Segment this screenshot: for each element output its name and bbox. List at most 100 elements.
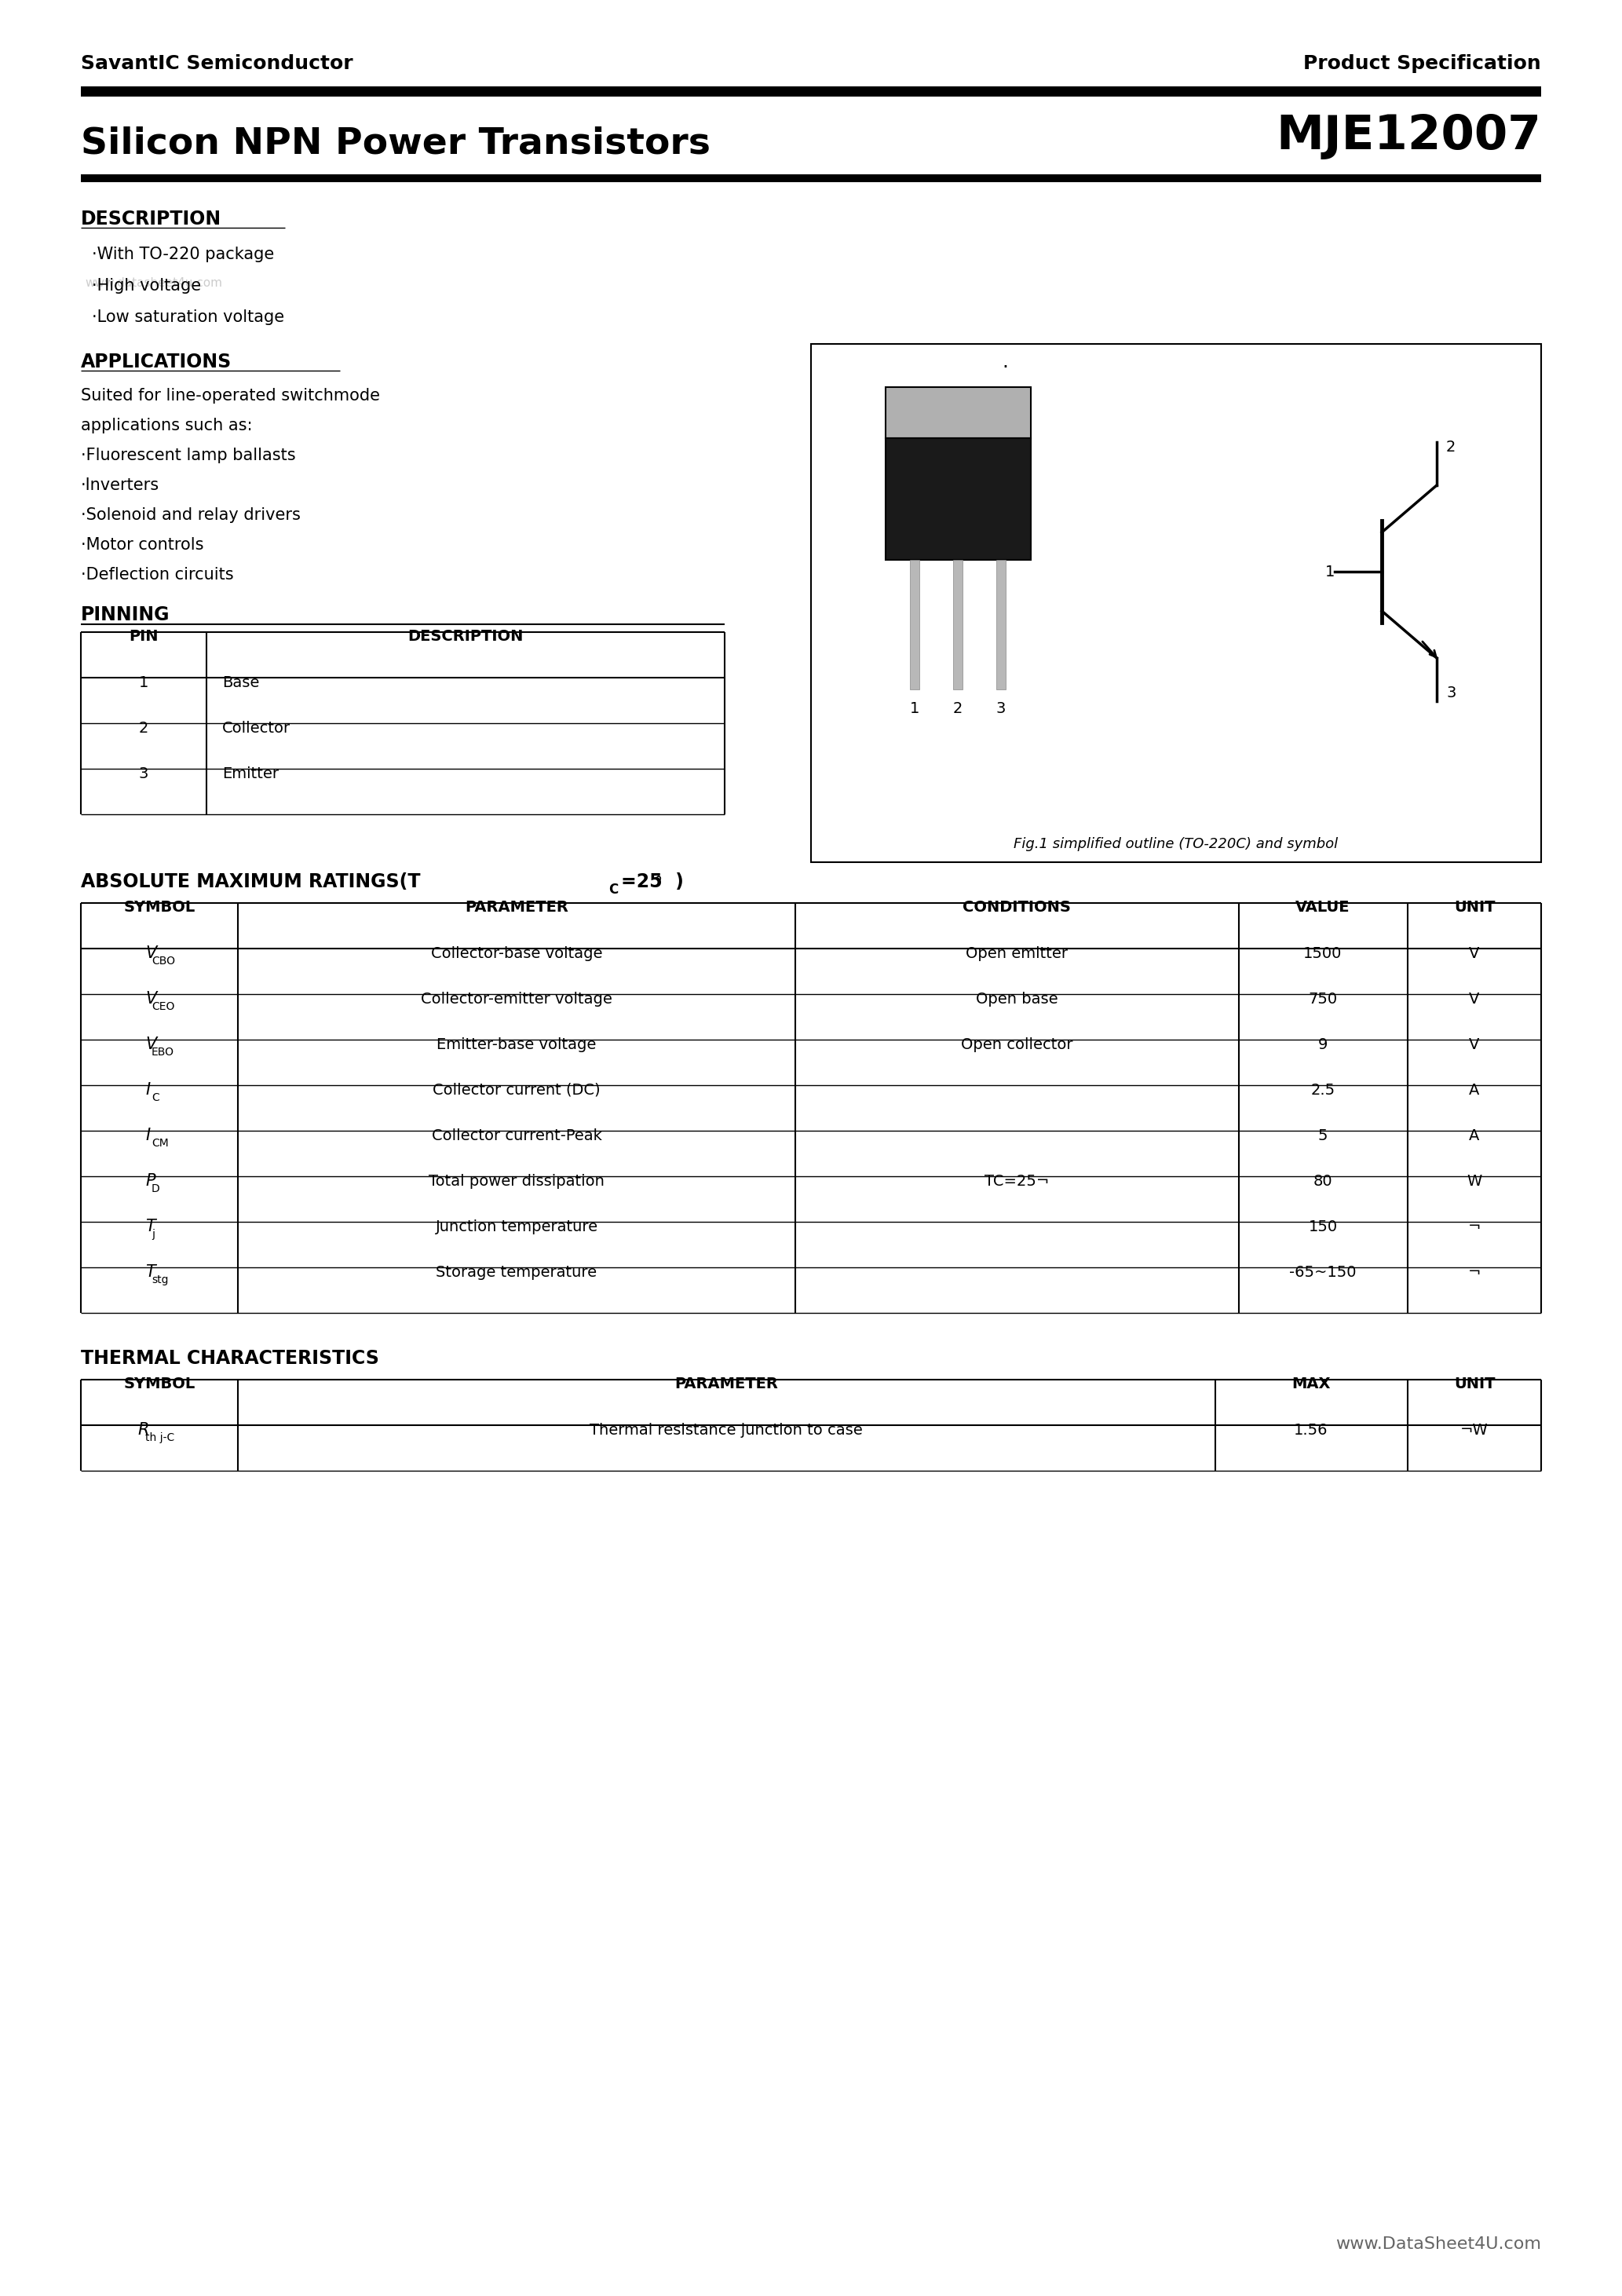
Text: Open collector: Open collector	[960, 1038, 1072, 1052]
Text: UNIT: UNIT	[1453, 1378, 1495, 1391]
Text: ·Fluorescent lamp ballasts: ·Fluorescent lamp ballasts	[81, 448, 295, 464]
Text: ABSOLUTE MAXIMUM RATINGS(T: ABSOLUTE MAXIMUM RATINGS(T	[81, 872, 420, 891]
Text: 3: 3	[996, 700, 1006, 716]
Text: 1: 1	[1325, 565, 1335, 579]
Text: Collector current (DC): Collector current (DC)	[433, 1084, 600, 1097]
Text: 5: 5	[1319, 1127, 1328, 1143]
Text: EBO: EBO	[151, 1047, 174, 1058]
Text: C: C	[608, 882, 618, 898]
Text: PARAMETER: PARAMETER	[675, 1378, 779, 1391]
Text: ·With TO-220 package: ·With TO-220 package	[92, 246, 274, 262]
Text: 150: 150	[1309, 1219, 1338, 1235]
Bar	[996, 560, 1006, 689]
Text: Emitter: Emitter	[222, 767, 279, 781]
Text: SYMBOL: SYMBOL	[123, 1378, 195, 1391]
Text: CBO: CBO	[151, 955, 175, 967]
Text: 80: 80	[1314, 1173, 1333, 1189]
Text: 2: 2	[139, 721, 149, 735]
Text: Fig.1 simplified outline (TO-220C) and symbol: Fig.1 simplified outline (TO-220C) and s…	[1014, 838, 1338, 852]
Bar	[910, 560, 920, 689]
Text: DESCRIPTION: DESCRIPTION	[81, 209, 222, 230]
Text: ·Low saturation voltage: ·Low saturation voltage	[92, 310, 284, 326]
Text: TC=25¬: TC=25¬	[985, 1173, 1049, 1189]
Text: CONDITIONS: CONDITIONS	[962, 900, 1071, 914]
Text: PINNING: PINNING	[81, 606, 170, 625]
Text: T: T	[146, 1265, 156, 1279]
Text: ·Inverters: ·Inverters	[81, 478, 159, 494]
Text: Junction temperature: Junction temperature	[435, 1219, 599, 1235]
Text: Suited for line-operated switchmode: Suited for line-operated switchmode	[81, 388, 380, 404]
Text: Silicon NPN Power Transistors: Silicon NPN Power Transistors	[81, 126, 710, 161]
Text: stg: stg	[151, 1274, 169, 1286]
Text: Collector current-Peak: Collector current-Peak	[431, 1127, 602, 1143]
Text: CEO: CEO	[151, 1001, 175, 1013]
Bar	[886, 388, 1032, 439]
Text: Thermal resistance junction to case: Thermal resistance junction to case	[590, 1424, 863, 1437]
Text: ·Motor controls: ·Motor controls	[81, 537, 204, 553]
Text: Collector: Collector	[222, 721, 290, 735]
Text: -65~150: -65~150	[1289, 1265, 1356, 1279]
Text: I: I	[146, 1081, 151, 1097]
Text: SavantIC Semiconductor: SavantIC Semiconductor	[81, 55, 354, 73]
Text: MJE12007: MJE12007	[1277, 113, 1541, 158]
Text: PARAMETER: PARAMETER	[466, 900, 568, 914]
Text: CM: CM	[151, 1139, 169, 1148]
Text: UNIT: UNIT	[1453, 900, 1495, 914]
Text: ¬: ¬	[1468, 1219, 1481, 1235]
Text: 2: 2	[954, 700, 963, 716]
Text: j: j	[151, 1228, 154, 1240]
Text: ·Solenoid and relay drivers: ·Solenoid and relay drivers	[81, 507, 300, 523]
Text: D: D	[151, 1182, 161, 1194]
Text: Total power dissipation: Total power dissipation	[428, 1173, 605, 1189]
Text: V: V	[146, 946, 156, 962]
Text: V: V	[146, 1035, 156, 1052]
Text: 3: 3	[1447, 687, 1457, 700]
Text: V: V	[1470, 992, 1479, 1006]
Text: 1500: 1500	[1304, 946, 1343, 962]
Text: A: A	[1470, 1127, 1479, 1143]
Text: T: T	[146, 1219, 156, 1235]
Text: APPLICATIONS: APPLICATIONS	[81, 354, 232, 372]
Text: =25  ): =25 )	[621, 872, 684, 891]
Text: www.datasheet4u.com: www.datasheet4u.com	[84, 278, 222, 289]
Bar	[954, 560, 962, 689]
Text: SYMBOL: SYMBOL	[123, 900, 195, 914]
Text: 3: 3	[139, 767, 149, 781]
Text: ¬: ¬	[1468, 1265, 1481, 1279]
Bar	[811, 344, 1541, 863]
Text: ¬W: ¬W	[1460, 1424, 1489, 1437]
Text: Open emitter: Open emitter	[965, 946, 1067, 962]
Text: Product Specification: Product Specification	[1304, 55, 1541, 73]
Text: °: °	[654, 875, 662, 891]
Text: Emitter-base voltage: Emitter-base voltage	[436, 1038, 597, 1052]
Text: PIN: PIN	[130, 629, 159, 643]
Text: P: P	[146, 1173, 156, 1189]
Text: 2: 2	[1447, 441, 1457, 455]
Text: 1: 1	[910, 700, 920, 716]
Text: applications such as:: applications such as:	[81, 418, 253, 434]
Text: W: W	[1466, 1173, 1483, 1189]
Text: 9: 9	[1319, 1038, 1328, 1052]
Text: V: V	[1470, 946, 1479, 962]
Text: Base: Base	[222, 675, 260, 691]
Text: I: I	[146, 1127, 151, 1143]
Text: Collector-base voltage: Collector-base voltage	[431, 946, 602, 962]
Text: 1.56: 1.56	[1294, 1424, 1328, 1437]
Bar	[81, 174, 1541, 181]
Text: THERMAL CHARACTERISTICS: THERMAL CHARACTERISTICS	[81, 1350, 380, 1368]
Text: R: R	[138, 1421, 149, 1437]
Text: V: V	[146, 992, 156, 1006]
Text: th j-C: th j-C	[146, 1433, 175, 1444]
Text: Open base: Open base	[975, 992, 1058, 1006]
Text: ·: ·	[1002, 358, 1007, 377]
Text: Collector-emitter voltage: Collector-emitter voltage	[420, 992, 613, 1006]
Text: C: C	[151, 1093, 159, 1104]
Text: 1: 1	[139, 675, 149, 691]
Text: www.DataSheet4U.com: www.DataSheet4U.com	[1335, 2236, 1541, 2252]
Text: Storage temperature: Storage temperature	[436, 1265, 597, 1279]
Text: ·High voltage: ·High voltage	[92, 278, 201, 294]
Text: ·Deflection circuits: ·Deflection circuits	[81, 567, 234, 583]
Text: DESCRIPTION: DESCRIPTION	[407, 629, 524, 643]
Text: 2.5: 2.5	[1311, 1084, 1335, 1097]
Bar	[81, 87, 1541, 96]
